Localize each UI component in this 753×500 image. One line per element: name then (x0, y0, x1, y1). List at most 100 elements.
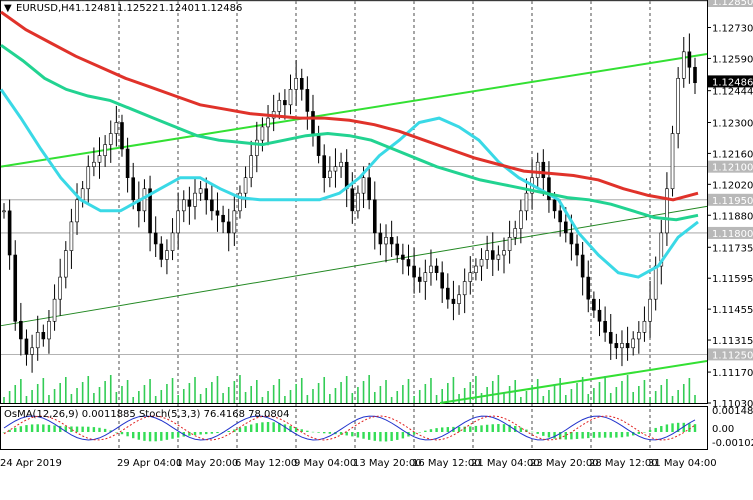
volume-bar (188, 383, 191, 403)
volume-bar (632, 392, 635, 403)
osma-bar (598, 432, 601, 438)
stoch-signal-line (3, 415, 696, 441)
volume-bar (643, 380, 646, 403)
osma-bar (171, 432, 174, 439)
x-tick-label: 21 May 04:00 (471, 458, 540, 469)
volume-bar (615, 387, 618, 403)
candle-body (108, 133, 113, 145)
x-tick-label: 28 May 12:00 (589, 458, 658, 469)
y-tick-label: 1.11170 (712, 368, 753, 379)
volume-bar (104, 381, 106, 403)
candle-body (361, 177, 366, 194)
candle-body (423, 272, 428, 282)
candle-body (350, 188, 355, 212)
osma-bar (255, 423, 259, 432)
candle-body (221, 214, 225, 223)
candle-body (687, 51, 692, 68)
volume-bar (688, 378, 691, 403)
volume-bar (357, 387, 359, 403)
osma-bar (446, 427, 450, 432)
osma-bar (244, 426, 247, 432)
candle-body (328, 170, 332, 179)
osma-bar (2, 432, 6, 433)
osma-bar (429, 429, 433, 432)
candle-body (210, 199, 214, 212)
candle-body (114, 122, 119, 134)
candle-body (7, 210, 12, 256)
symbol-triangle-icon[interactable]: ▼ (4, 3, 12, 14)
candle-body (580, 254, 585, 278)
osma-bar (300, 429, 303, 432)
osma-bar (530, 431, 534, 433)
osma-bar (154, 432, 157, 442)
osma-bar (193, 432, 197, 436)
candle-body (665, 188, 669, 234)
candle-body (283, 100, 287, 106)
osma-bar (249, 424, 253, 432)
volume-bar (329, 394, 331, 403)
volume-bar (525, 391, 528, 403)
osma-bar (328, 432, 332, 434)
osma-bar (137, 432, 141, 440)
candle-body (490, 250, 495, 260)
volume-bar (671, 396, 674, 403)
volume-bar (14, 385, 17, 403)
moving-average-line (0, 88, 699, 279)
volume-bar (115, 392, 118, 403)
candle-body (288, 89, 293, 106)
candle-body (378, 232, 383, 245)
volume-bar (205, 388, 208, 403)
candle-body (277, 100, 282, 112)
x-tick-label: 1 May 20:00 (176, 458, 238, 469)
osma-bar (682, 422, 685, 432)
osma-bar (148, 432, 152, 442)
volume-bar (256, 380, 258, 403)
candle-body (311, 111, 315, 134)
level-price-box (708, 193, 753, 206)
candle-body (563, 221, 568, 234)
candle-body (496, 254, 501, 260)
osma-bar (14, 427, 17, 432)
osma-bar (306, 430, 309, 432)
volume-bar (233, 381, 236, 403)
candle-body (215, 210, 220, 216)
x-tick-label: 29 Apr 04:00 (117, 458, 182, 469)
candle-body (395, 243, 400, 256)
x-tick-label: 31 May 04:00 (648, 458, 717, 469)
volume-bar (666, 379, 668, 403)
volume-bar (447, 383, 449, 403)
volume-bar (418, 390, 421, 403)
candle-body (547, 177, 551, 201)
volume-bar (379, 386, 382, 403)
volume-bar (531, 385, 533, 403)
y-axis: 1.12850 1.12730 1.12590 1.12444 1.12300 1.121… (707, 0, 753, 449)
osma-bar (654, 427, 657, 432)
osma-bar (25, 425, 28, 432)
candle-body (693, 66, 697, 84)
candle-body (659, 232, 664, 267)
osma-bar (92, 427, 96, 432)
candle-body (103, 144, 107, 156)
candle-body (462, 281, 467, 296)
candle-body (125, 148, 130, 179)
stoch-main-line (3, 415, 696, 441)
candle-body (474, 265, 478, 273)
candle-body (603, 320, 607, 333)
trend-lines (0, 53, 708, 404)
candle-body (305, 89, 310, 112)
osma-bar (294, 427, 298, 432)
candle-body (159, 243, 164, 260)
candle-body (226, 221, 231, 234)
candle-body (193, 192, 197, 207)
volume-bar (250, 386, 252, 403)
osma-bar (115, 432, 118, 433)
candle-body (63, 250, 68, 278)
osma-bar (64, 426, 67, 432)
header-high: 1.12522 (117, 3, 158, 14)
osma-bar (53, 425, 56, 432)
volume-bar (36, 384, 39, 403)
volume-bar (638, 386, 640, 403)
